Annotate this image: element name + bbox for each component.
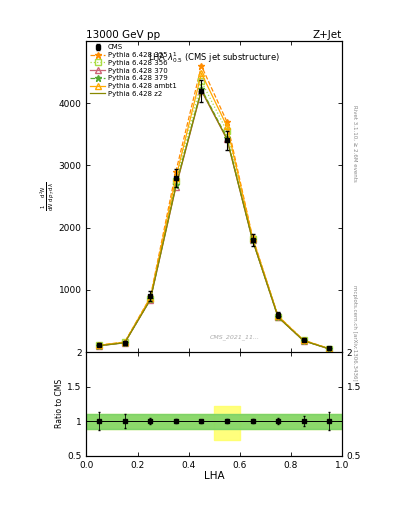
Pythia 6.428 355	[327, 346, 332, 352]
Pythia 6.428 356	[276, 313, 281, 319]
Pythia 6.428 355	[97, 342, 101, 348]
Pythia 6.428 370	[276, 314, 281, 320]
Pythia 6.428 370	[225, 136, 230, 142]
Pythia 6.428 379	[327, 346, 332, 352]
Pythia 6.428 z2	[148, 296, 152, 303]
Text: CMS_2021_11...: CMS_2021_11...	[209, 334, 260, 339]
Line: Pythia 6.428 370: Pythia 6.428 370	[96, 88, 332, 352]
Pythia 6.428 z2	[276, 314, 281, 320]
Pythia 6.428 z2	[97, 343, 101, 349]
Pythia 6.428 z2	[199, 87, 204, 93]
Pythia 6.428 356	[301, 337, 306, 344]
Pythia 6.428 355	[148, 294, 152, 301]
Pythia 6.428 ambt1	[250, 235, 255, 241]
Pythia 6.428 ambt1	[301, 337, 306, 344]
Pythia 6.428 370	[327, 346, 332, 352]
Text: 13000 GeV pp: 13000 GeV pp	[86, 30, 161, 40]
Pythia 6.428 ambt1	[225, 123, 230, 129]
Line: Pythia 6.428 379: Pythia 6.428 379	[96, 86, 332, 352]
Pythia 6.428 379	[148, 296, 152, 302]
Pythia 6.428 370	[250, 237, 255, 243]
Y-axis label: $\frac{1}{\mathrm{d}N}\,\frac{\mathrm{d}^2N}{\mathrm{d}\,p_T\,\mathrm{d}\,\lambd: $\frac{1}{\mathrm{d}N}\,\frac{\mathrm{d}…	[38, 181, 56, 211]
Pythia 6.428 355	[174, 168, 178, 175]
Pythia 6.428 z2	[327, 346, 332, 352]
Pythia 6.428 ambt1	[199, 70, 204, 76]
Pythia 6.428 z2	[301, 338, 306, 344]
Pythia 6.428 379	[199, 86, 204, 92]
Pythia 6.428 356	[199, 78, 204, 84]
Pythia 6.428 379	[301, 337, 306, 344]
Pythia 6.428 356	[327, 346, 332, 352]
Pythia 6.428 370	[301, 338, 306, 344]
Pythia 6.428 z2	[225, 136, 230, 142]
Pythia 6.428 379	[276, 314, 281, 320]
Line: Pythia 6.428 356: Pythia 6.428 356	[96, 79, 332, 352]
Pythia 6.428 356	[225, 128, 230, 134]
Pythia 6.428 ambt1	[174, 175, 178, 181]
Pythia 6.428 370	[123, 340, 127, 346]
Pythia 6.428 ambt1	[148, 295, 152, 301]
Pythia 6.428 356	[148, 295, 152, 302]
Y-axis label: Ratio to CMS: Ratio to CMS	[55, 379, 64, 429]
Pythia 6.428 379	[225, 135, 230, 141]
Pythia 6.428 356	[250, 236, 255, 242]
Pythia 6.428 356	[97, 343, 101, 349]
Pythia 6.428 355	[250, 234, 255, 240]
Pythia 6.428 355	[301, 337, 306, 343]
Pythia 6.428 355	[276, 313, 281, 319]
Pythia 6.428 370	[97, 343, 101, 349]
Text: LHA $\lambda^1_{0.5}$ (CMS jet substructure): LHA $\lambda^1_{0.5}$ (CMS jet substruct…	[148, 50, 280, 65]
Pythia 6.428 356	[123, 339, 127, 346]
Pythia 6.428 355	[225, 119, 230, 125]
Pythia 6.428 z2	[123, 339, 127, 346]
Pythia 6.428 ambt1	[97, 342, 101, 348]
Text: Rivet 3.1.10, ≥ 2.6M events: Rivet 3.1.10, ≥ 2.6M events	[352, 105, 357, 182]
Line: Pythia 6.428 ambt1: Pythia 6.428 ambt1	[96, 71, 332, 351]
Pythia 6.428 379	[97, 343, 101, 349]
Pythia 6.428 ambt1	[123, 339, 127, 345]
X-axis label: LHA: LHA	[204, 471, 224, 481]
Pythia 6.428 355	[123, 339, 127, 345]
Pythia 6.428 379	[250, 237, 255, 243]
Pythia 6.428 356	[174, 178, 178, 184]
Pythia 6.428 ambt1	[276, 313, 281, 319]
Text: mcplots.cern.ch [arXiv:1306.3436]: mcplots.cern.ch [arXiv:1306.3436]	[352, 285, 357, 380]
Legend: CMS, Pythia 6.428 355, Pythia 6.428 356, Pythia 6.428 370, Pythia 6.428 379, Pyt: CMS, Pythia 6.428 355, Pythia 6.428 356,…	[88, 43, 178, 98]
Pythia 6.428 370	[199, 88, 204, 94]
Pythia 6.428 z2	[174, 183, 178, 189]
Pythia 6.428 ambt1	[327, 346, 332, 352]
Pythia 6.428 370	[148, 296, 152, 303]
Pythia 6.428 379	[123, 339, 127, 346]
Pythia 6.428 355	[199, 63, 204, 69]
Pythia 6.428 370	[174, 184, 178, 190]
Pythia 6.428 z2	[250, 237, 255, 243]
Text: Z+Jet: Z+Jet	[313, 30, 342, 40]
Pythia 6.428 379	[174, 182, 178, 188]
Line: Pythia 6.428 355: Pythia 6.428 355	[96, 62, 332, 352]
Line: Pythia 6.428 z2: Pythia 6.428 z2	[99, 90, 329, 349]
